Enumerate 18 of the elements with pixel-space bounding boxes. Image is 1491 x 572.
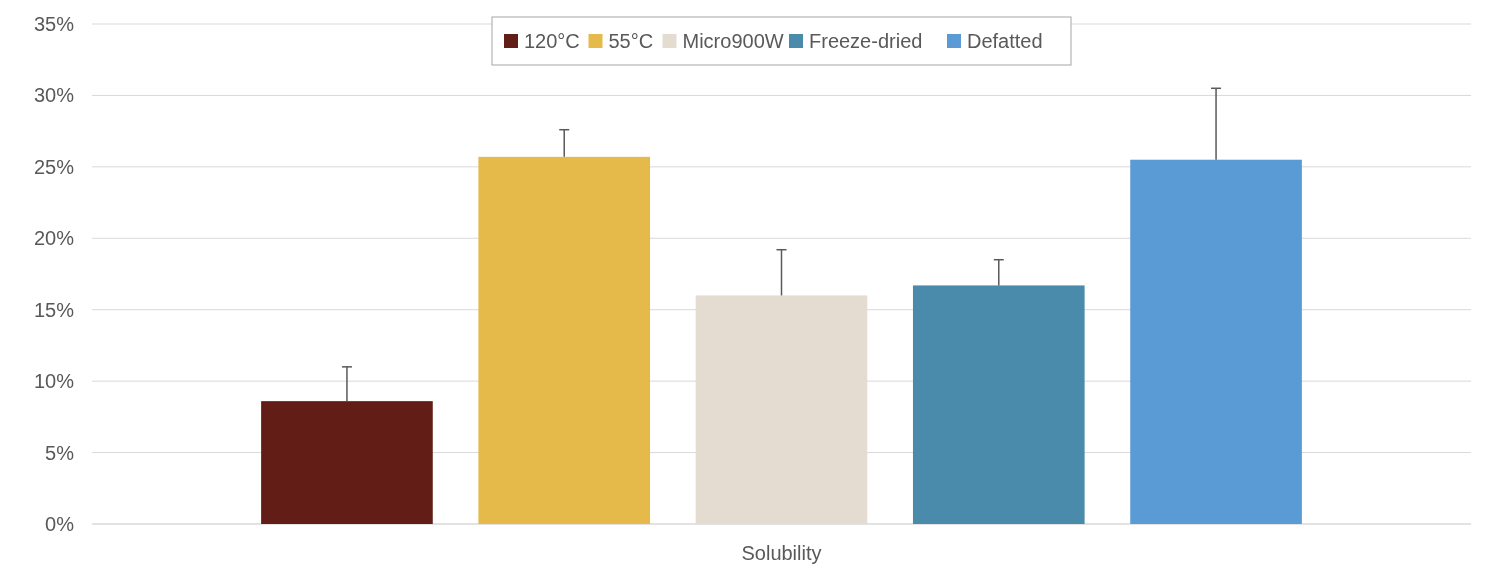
bar xyxy=(478,156,651,524)
legend-label: 120°C xyxy=(524,30,580,52)
y-tick-label: 15% xyxy=(33,298,75,321)
bar xyxy=(1130,159,1302,524)
legend-label: 55°C xyxy=(608,30,654,52)
y-tick-label: 20% xyxy=(33,227,75,250)
legend-label: Defatted xyxy=(967,30,1043,52)
legend-label: Freeze-dried xyxy=(809,30,923,52)
bar xyxy=(912,285,1085,524)
legend-label: Micro900W xyxy=(682,30,784,52)
y-tick-label: 30% xyxy=(33,84,75,107)
y-tick-label: 35% xyxy=(33,13,75,35)
y-tick-label: 25% xyxy=(33,155,75,178)
bar xyxy=(261,401,433,524)
y-tick-label: 0% xyxy=(45,513,75,535)
x-tick-label: Solubility xyxy=(741,542,822,564)
y-tick-label: 5% xyxy=(45,441,75,464)
y-tick-label: 10% xyxy=(33,370,75,393)
